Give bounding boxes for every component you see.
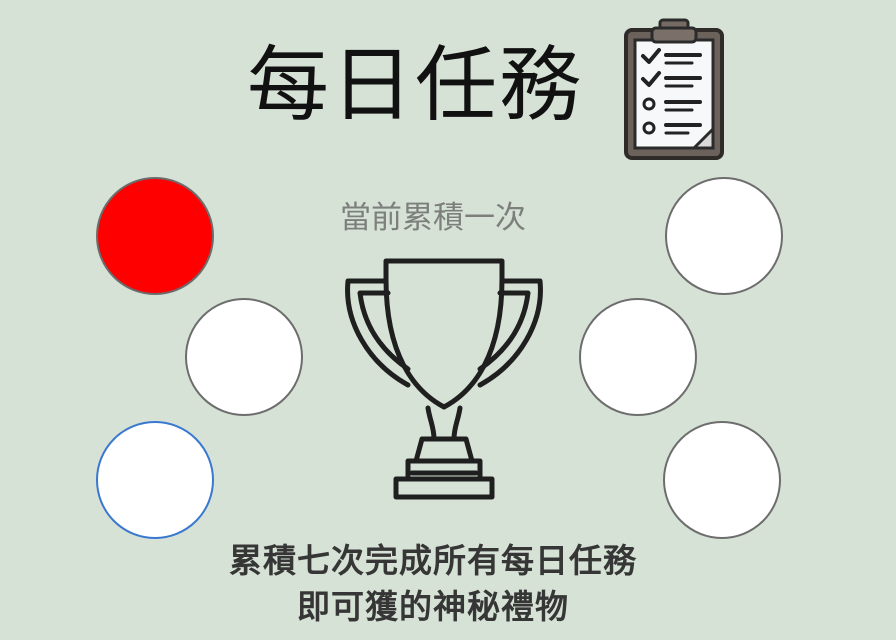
current-progress-text: 當前累積一次 [340,200,526,236]
reward-line-2: 即可獲的神秘禮物 [297,587,569,626]
progress-circle-1[interactable] [96,177,214,295]
progress-circle-3[interactable] [96,421,214,539]
progress-circle-5[interactable] [579,298,697,416]
reward-line-1: 累積七次完成所有每日任務 [229,541,637,580]
trophy-icon [345,258,543,500]
clipboard-checklist-icon [624,18,724,160]
reward-message: 累積七次完成所有每日任務 即可獲的神秘禮物 [0,538,866,630]
progress-circle-6[interactable] [663,421,781,539]
page-title: 每日任務 [246,38,583,133]
progress-circle-4[interactable] [665,177,783,295]
progress-circle-2[interactable] [185,298,303,416]
